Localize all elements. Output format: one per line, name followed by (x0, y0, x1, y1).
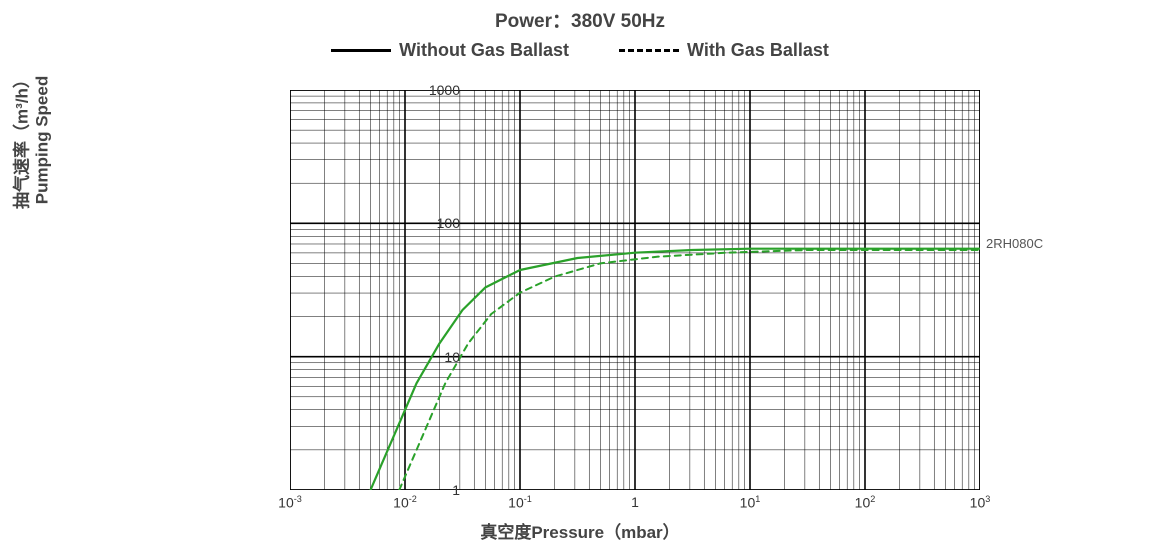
plot-area: 2RH080C (290, 90, 980, 490)
series-label: 2RH080C (986, 236, 1043, 251)
legend-swatch-solid (331, 49, 391, 52)
y-axis-label-line1: 抽气速率（m³/h） (13, 71, 32, 209)
y-axis-label: 抽气速率（m³/h） Pumping Speed (8, 0, 53, 290)
x-axis-label: 真空度Pressure（mbar） (0, 518, 1160, 543)
pump-curve-chart: Power：380V 50Hz Without Gas Ballast With… (0, 0, 1160, 550)
y-tick: 100 (437, 215, 460, 231)
y-tick: 10 (444, 349, 460, 365)
x-tick: 103 (970, 494, 991, 511)
y-axis-label-line2: Pumping Speed (33, 76, 52, 204)
x-tick: 101 (740, 494, 761, 511)
legend-label-solid: Without Gas Ballast (399, 40, 569, 61)
x-tick: 10-1 (508, 494, 532, 511)
legend-item-solid: Without Gas Ballast (331, 40, 569, 61)
legend-label-dashed: With Gas Ballast (687, 40, 829, 61)
chart-title: Power：380V 50Hz (0, 6, 1160, 33)
legend-item-dashed: With Gas Ballast (619, 40, 829, 61)
plot-svg (290, 90, 980, 490)
x-tick: 10-3 (278, 494, 302, 511)
x-tick: 10-2 (393, 494, 417, 511)
x-tick: 102 (855, 494, 876, 511)
series-without-gas-ballast (371, 249, 981, 490)
y-tick: 1 (452, 482, 460, 498)
y-tick: 1000 (429, 82, 460, 98)
x-tick: 1 (631, 494, 639, 510)
legend-swatch-dashed (619, 49, 679, 52)
legend: Without Gas Ballast With Gas Ballast (0, 40, 1160, 61)
